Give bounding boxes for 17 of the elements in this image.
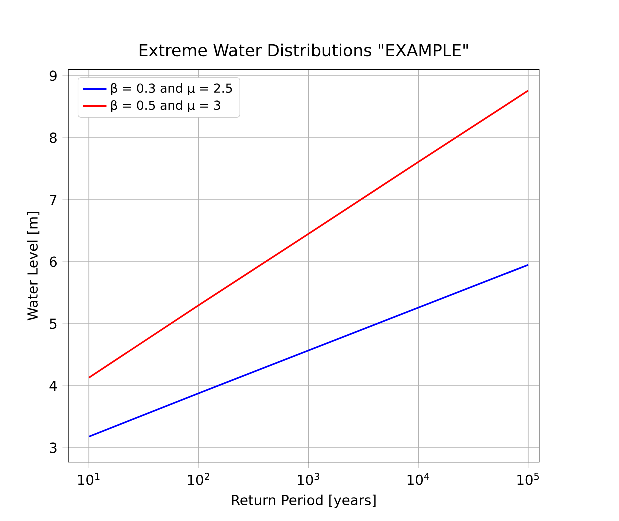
x-tick-label: 10$^{4}$ [408,473,430,486]
legend-label: β = 0.5 and μ = 3 [111,100,220,113]
y-tick-label: 3 [50,442,57,454]
y-axis-title: Water Level [m] [27,212,40,321]
x-axis-title: Return Period [years] [232,494,376,508]
x-tick-label: 10$^{2}$ [188,473,210,486]
y-tick-label: 5 [50,318,57,330]
y-tick-label: 4 [50,380,58,392]
x-tick-label: 10$^{3}$ [298,473,320,486]
x-tick-label: 10$^{1}$ [78,473,100,486]
legend-label: β = 0.3 and μ = 2.5 [111,83,232,96]
y-tick-label: 6 [50,256,57,268]
y-tick-label: 8 [50,132,57,144]
x-tick-label: 10$^{5}$ [518,473,540,486]
chart-title: Extreme Water Distributions "EXAMPLE" [140,44,468,57]
y-tick-label: 7 [50,194,57,205]
y-tick-label: 9 [50,70,57,82]
